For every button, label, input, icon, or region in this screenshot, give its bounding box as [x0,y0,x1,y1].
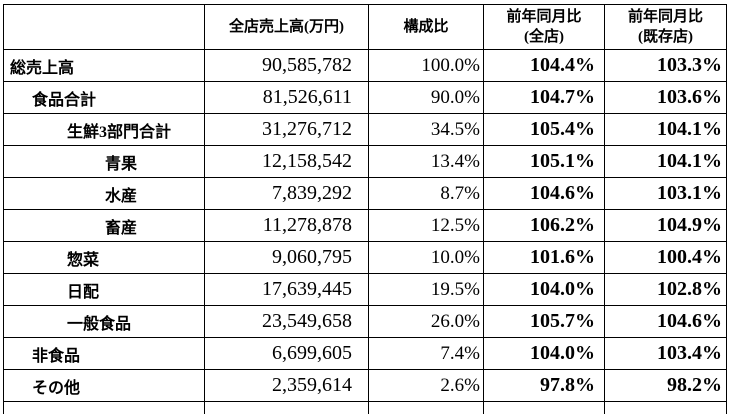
yoy-existing-value: 103.4% [604,337,727,370]
share-value: 2.6% [368,369,484,402]
yoy-all-value: 97.8% [483,369,605,402]
share-value: 34.5% [368,113,484,146]
table-row: 生鮮3部門合計 31,276,712 34.5% 105.4% 104.1% [3,113,727,146]
row-label: 水産 [3,177,205,210]
yoy-existing-value: 98.2% [604,369,727,402]
sales-value: 23,549,658 [204,305,369,338]
table-row: 食品合計 81,526,611 90.0% 104.7% 103.6% [3,81,727,114]
header-share: 構成比 [368,4,484,50]
share-value: 8.7% [368,177,484,210]
share-value: 13.4% [368,145,484,178]
yoy-existing-value: 102.8% [604,273,727,306]
yoy-all-value: 104.0% [483,273,605,306]
share-value: 12.5% [368,209,484,242]
yoy-existing-value: 104.6% [604,305,727,338]
yoy-existing-value: 104.1% [604,113,727,146]
header-yoy-existing: 前年同月比 (既存店) [604,4,727,50]
table-header: 全店売上高(万円) 構成比 前年同月比 (全店) 前年同月比 (既存店) [3,4,727,50]
table-row: その他 2,359,614 2.6% 97.8% 98.2% [3,369,727,402]
yoy-all-value: 104.0% [483,337,605,370]
row-label: 生鮮3部門合計 [3,113,205,146]
row-label: 日配 [3,273,205,306]
row-label: 青果 [3,145,205,178]
sales-value: 17,639,445 [204,273,369,306]
table-row: 一般食品 23,549,658 26.0% 105.7% 104.6% [3,305,727,338]
yoy-all-value: 105.4% [483,113,605,146]
table-row: 非食品 6,699,605 7.4% 104.0% 103.4% [3,337,727,370]
cutoff-cell [3,401,205,414]
yoy-all-value: 105.1% [483,145,605,178]
row-label: 食品合計 [3,81,205,114]
sales-value: 31,276,712 [204,113,369,146]
yoy-all-value: 104.4% [483,49,605,82]
header-yoy-existing-line2: (既存店) [638,29,693,45]
sales-summary-table: 全店売上高(万円) 構成比 前年同月比 (全店) 前年同月比 (既存店) 総売上高 … [3,4,727,414]
yoy-existing-value: 100.4% [604,241,727,274]
share-value: 90.0% [368,81,484,114]
share-value: 100.0% [368,49,484,82]
share-value: 19.5% [368,273,484,306]
row-label: 惣菜 [3,241,205,274]
table-row: 青果 12,158,542 13.4% 105.1% 104.1% [3,145,727,178]
yoy-all-value: 104.7% [483,81,605,114]
yoy-existing-value: 103.6% [604,81,727,114]
table-row: 惣菜 9,060,795 10.0% 101.6% 100.4% [3,241,727,274]
cutoff-cell [483,401,605,414]
yoy-all-value: 104.6% [483,177,605,210]
header-yoy-all-line2: (全店) [524,29,564,45]
header-yoy-all-line1: 前年同月比 [506,8,582,25]
table-row: 畜産 11,278,878 12.5% 106.2% 104.9% [3,209,727,242]
row-label: 非食品 [3,337,205,370]
sales-value: 90,585,782 [204,49,369,82]
table-row: 総売上高 90,585,782 100.0% 104.4% 103.3% [3,49,727,82]
sales-value: 11,278,878 [204,209,369,242]
table-row: 日配 17,639,445 19.5% 104.0% 102.8% [3,273,727,306]
yoy-all-value: 105.7% [483,305,605,338]
cutoff-cell [368,401,484,414]
sales-value: 81,526,611 [204,81,369,114]
yoy-all-value: 106.2% [483,209,605,242]
sales-value: 2,359,614 [204,369,369,402]
table-row-cutoff [3,401,727,414]
yoy-existing-value: 103.3% [604,49,727,82]
sales-value: 7,839,292 [204,177,369,210]
sales-value: 12,158,542 [204,145,369,178]
cutoff-cell [204,401,369,414]
header-yoy-all: 前年同月比 (全店) [483,4,605,50]
share-value: 10.0% [368,241,484,274]
sales-value: 6,699,605 [204,337,369,370]
header-yoy-existing-line1: 前年同月比 [627,8,703,25]
yoy-existing-value: 104.9% [604,209,727,242]
row-label: その他 [3,369,205,402]
yoy-existing-value: 103.1% [604,177,727,210]
cutoff-cell [604,401,727,414]
header-row: 全店売上高(万円) 構成比 前年同月比 (全店) 前年同月比 (既存店) [3,4,727,50]
table-row: 水産 7,839,292 8.7% 104.6% 103.1% [3,177,727,210]
table-body: 総売上高 90,585,782 100.0% 104.4% 103.3% 食品合… [3,49,727,414]
header-label-empty [3,4,205,50]
row-label: 総売上高 [3,49,205,82]
row-label: 一般食品 [3,305,205,338]
share-value: 7.4% [368,337,484,370]
row-label: 畜産 [3,209,205,242]
sales-value: 9,060,795 [204,241,369,274]
yoy-existing-value: 104.1% [604,145,727,178]
share-value: 26.0% [368,305,484,338]
yoy-all-value: 101.6% [483,241,605,274]
header-sales: 全店売上高(万円) [204,4,369,50]
